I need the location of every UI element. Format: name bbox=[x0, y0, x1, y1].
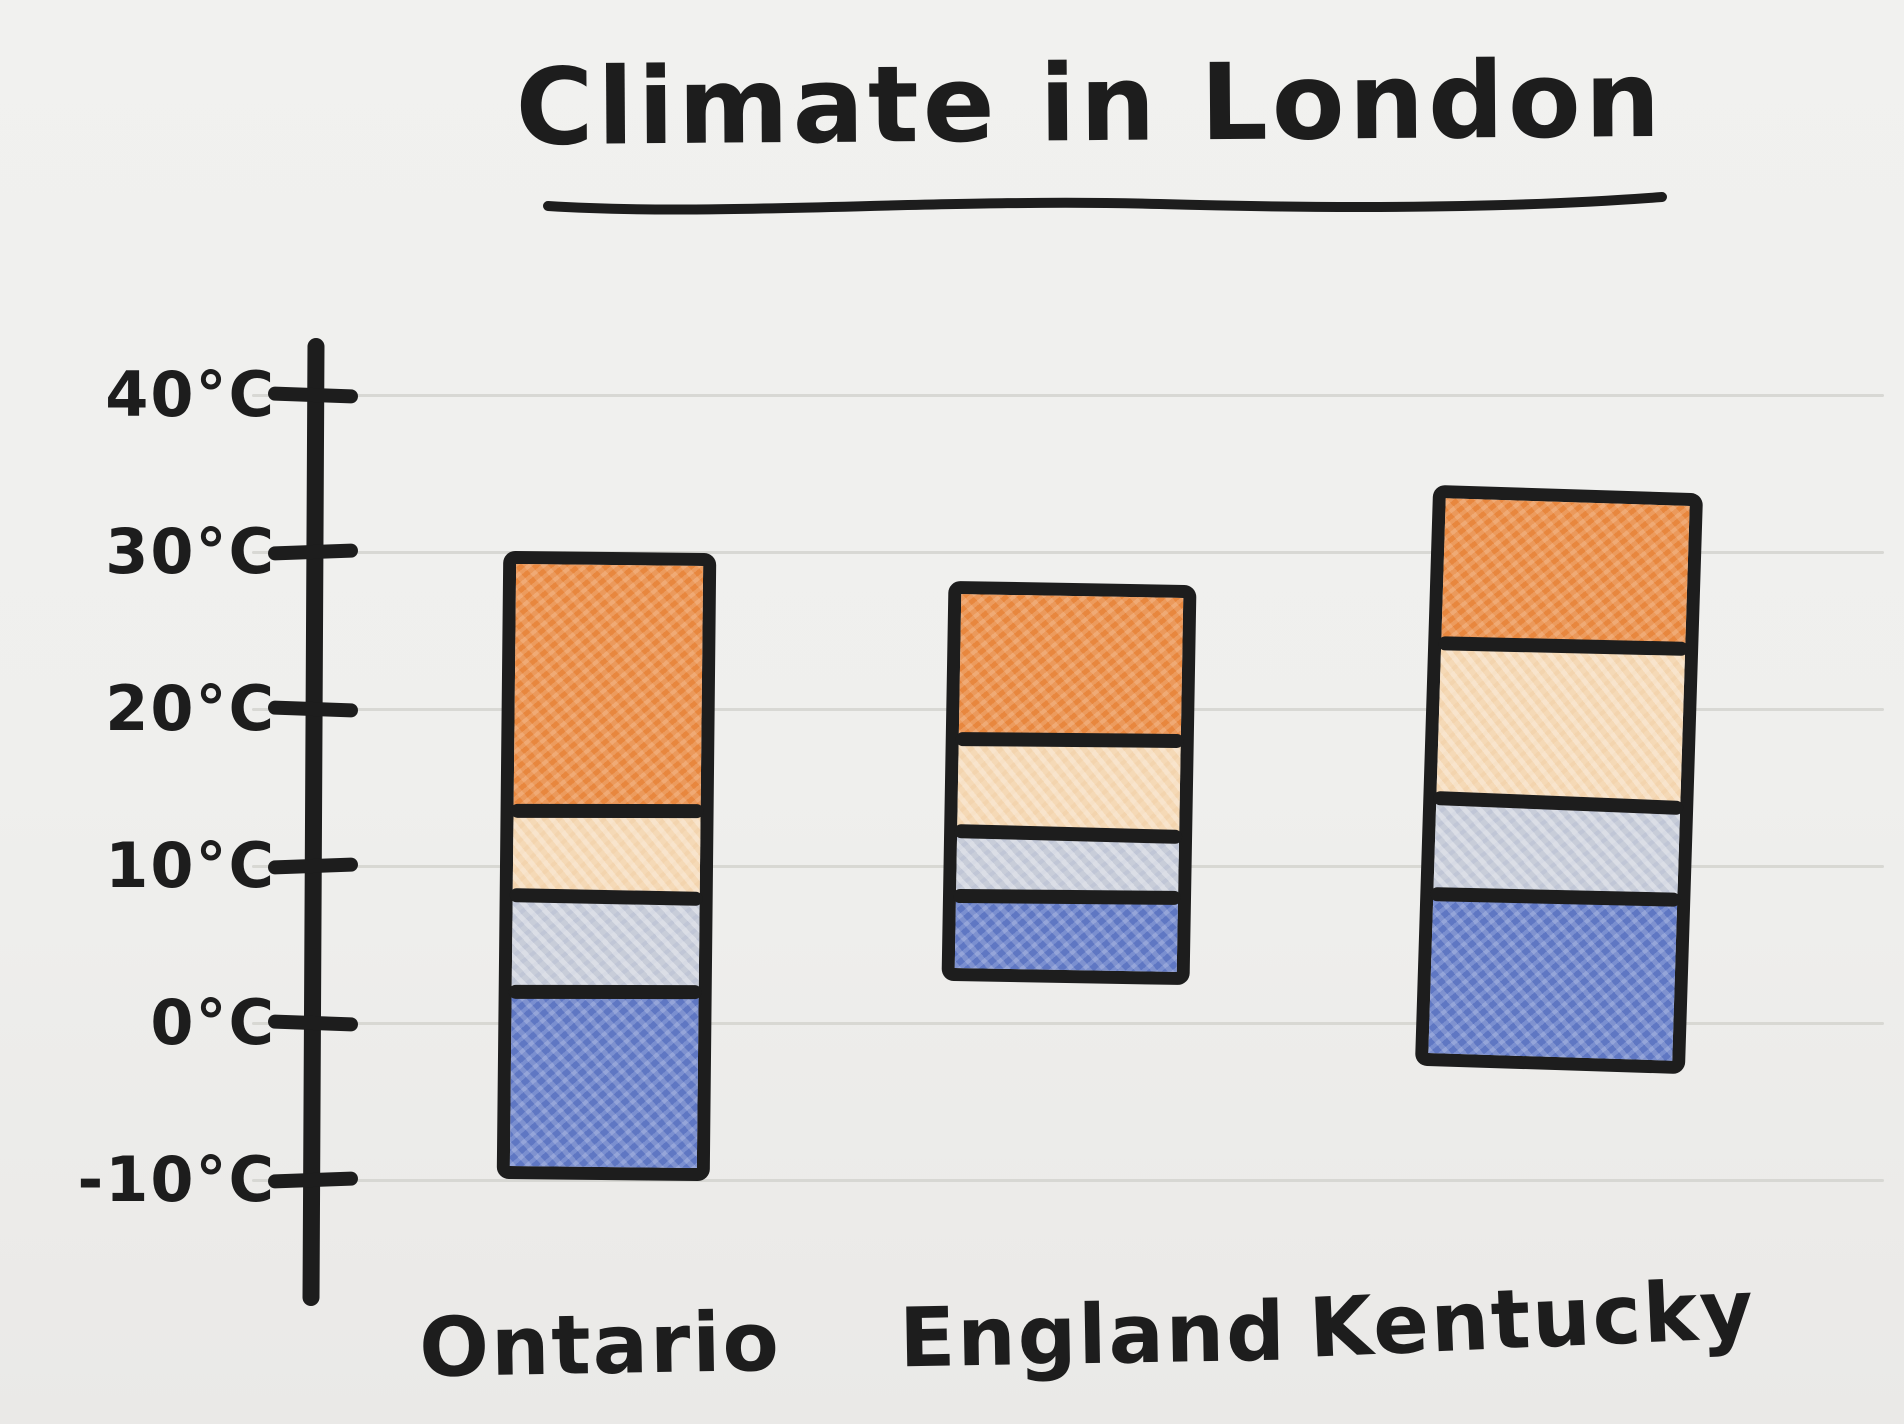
y-axis-tick-label-10: 10°C bbox=[105, 829, 276, 902]
y-axis-tick-30 bbox=[267, 543, 359, 561]
grid-line-30 bbox=[252, 551, 1884, 554]
y-axis-tick-40 bbox=[267, 386, 359, 404]
bar-segment-hot-england bbox=[958, 594, 1184, 743]
bar-segment-cold-kentucky bbox=[1428, 893, 1678, 1061]
y-axis-tick--10 bbox=[267, 1171, 359, 1189]
bar-segment-warm-england bbox=[957, 738, 1181, 837]
y-axis-tick-0 bbox=[267, 1014, 359, 1032]
grid-line-40 bbox=[252, 394, 1884, 397]
y-axis-tick-label-0: 0°C bbox=[150, 986, 276, 1059]
bar-segment-hot-kentucky bbox=[1441, 498, 1690, 651]
temperature-bar-ontario bbox=[496, 550, 717, 1182]
bar-segment-warm-kentucky bbox=[1436, 642, 1686, 808]
category-label-ontario: Ontario bbox=[418, 1294, 782, 1397]
chart-title: Climate in London bbox=[515, 37, 1665, 170]
y-axis-tick-label-30: 30°C bbox=[105, 515, 276, 588]
y-axis-tick-label--10: -10°C bbox=[77, 1143, 276, 1216]
bar-segment-cold-england bbox=[954, 895, 1178, 973]
segment-divider bbox=[508, 984, 702, 999]
y-axis-tick-10 bbox=[267, 857, 359, 875]
title-underline bbox=[543, 192, 1667, 215]
bar-segment-hot-ontario bbox=[513, 564, 704, 813]
segment-divider bbox=[952, 889, 1182, 906]
y-axis-line bbox=[302, 337, 325, 1307]
segment-divider bbox=[955, 732, 1184, 749]
y-axis-tick-label-20: 20°C bbox=[105, 672, 276, 745]
segment-divider bbox=[510, 803, 704, 819]
temperature-bar-kentucky bbox=[1414, 485, 1704, 1075]
bar-segment-cold-ontario bbox=[509, 990, 699, 1168]
category-label-kentucky: Kentucky bbox=[1306, 1262, 1757, 1377]
bar-segment-warm-ontario bbox=[512, 810, 701, 899]
bar-segment-cool-ontario bbox=[511, 896, 700, 993]
grid-line--10 bbox=[252, 1179, 1884, 1182]
y-axis-tick-label-40: 40°C bbox=[105, 358, 276, 431]
y-axis-tick-20 bbox=[267, 700, 359, 718]
temperature-bar-england bbox=[941, 581, 1197, 986]
bar-segment-cool-kentucky bbox=[1433, 799, 1681, 902]
grid-line-0 bbox=[252, 1022, 1884, 1025]
